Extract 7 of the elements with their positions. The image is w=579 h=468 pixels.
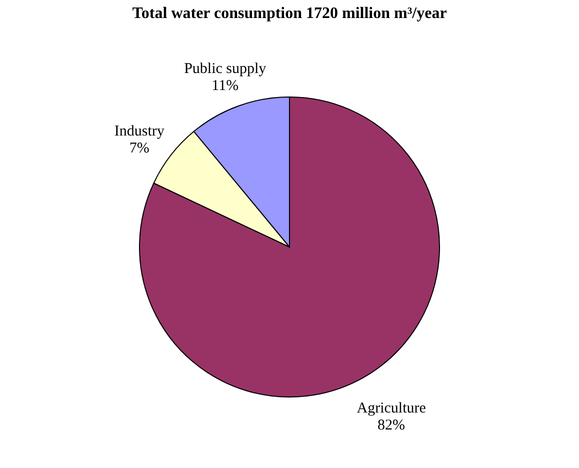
data-label: 11% <box>212 78 239 94</box>
slice-label: Public supply <box>184 61 267 78</box>
data-label: 82% <box>378 417 406 434</box>
chart-title: Total water consumption 1720 million m³/year <box>132 5 447 22</box>
data-label: 7% <box>129 140 150 157</box>
slice-label: Industry <box>114 124 165 140</box>
slice-label: Agriculture <box>356 400 426 416</box>
